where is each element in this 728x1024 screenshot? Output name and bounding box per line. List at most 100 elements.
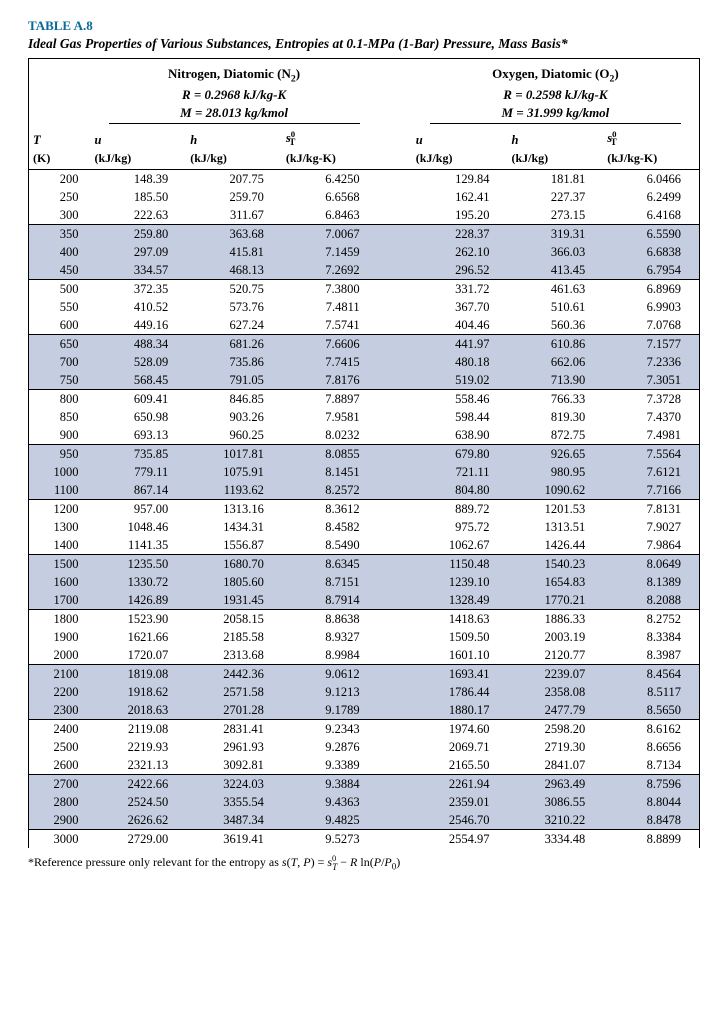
cell-value: 2841.07 [508, 756, 604, 775]
cell-value: 8.4564 [603, 665, 699, 684]
cell-value: 2524.50 [91, 793, 187, 811]
cell-value: 1680.70 [186, 555, 282, 574]
col-s-left: s0T [282, 125, 378, 150]
cell-value: 3210.22 [508, 811, 604, 830]
unit-h-right: (kJ/kg) [508, 150, 604, 170]
cell-value: 779.11 [91, 463, 187, 481]
cell-value: 1062.67 [412, 536, 508, 555]
cell-value: 413.45 [508, 261, 604, 280]
cell-value: 1540.23 [508, 555, 604, 574]
cell-value: 1418.63 [412, 610, 508, 629]
table-row: 21001819.082442.369.06121693.412239.078.… [29, 665, 699, 684]
cell-value: 8.7151 [282, 573, 378, 591]
cell-value: 6.2499 [603, 188, 699, 206]
spacer [378, 445, 412, 464]
cell-value: 162.41 [412, 188, 508, 206]
cell-value: 9.0612 [282, 665, 378, 684]
table-row: 25002219.932961.939.28762069.712719.308.… [29, 738, 699, 756]
gas-left-M: M = 28.013 kg/kmol [180, 105, 288, 120]
spacer [378, 811, 412, 830]
cell-value: 1235.50 [91, 555, 187, 574]
cell-T: 1800 [29, 610, 91, 629]
cell-value: 1426.89 [91, 591, 187, 610]
cell-value: 8.6656 [603, 738, 699, 756]
cell-value: 195.20 [412, 206, 508, 225]
data-body: 200148.39207.756.4250129.84181.816.04662… [29, 170, 699, 849]
table-row: 700528.09735.867.7415480.18662.067.2336 [29, 353, 699, 371]
spacer [378, 701, 412, 720]
cell-value: 7.3800 [282, 280, 378, 299]
cell-value: 7.4811 [282, 298, 378, 316]
cell-value: 681.26 [186, 335, 282, 354]
cell-value: 2701.28 [186, 701, 282, 720]
cell-value: 1201.53 [508, 500, 604, 519]
cell-value: 1434.31 [186, 518, 282, 536]
spacer [378, 536, 412, 555]
cell-T: 700 [29, 353, 91, 371]
cell-T: 2600 [29, 756, 91, 775]
table-row: 26002321.133092.819.33892165.502841.078.… [29, 756, 699, 775]
cell-value: 8.8044 [603, 793, 699, 811]
table-row: 20001720.072313.688.99841601.102120.778.… [29, 646, 699, 665]
cell-value: 960.25 [186, 426, 282, 445]
cell-value: 9.3389 [282, 756, 378, 775]
cell-T: 2300 [29, 701, 91, 720]
cell-value: 1974.60 [412, 720, 508, 739]
cell-value: 181.81 [508, 170, 604, 189]
cell-value: 227.37 [508, 188, 604, 206]
cell-value: 1880.17 [412, 701, 508, 720]
cell-T: 650 [29, 335, 91, 354]
cell-value: 519.02 [412, 371, 508, 390]
col-s-right: s0T [603, 125, 699, 150]
cell-T: 300 [29, 206, 91, 225]
cell-value: 8.6345 [282, 555, 378, 574]
table-row: 800609.41846.857.8897558.46766.337.3728 [29, 390, 699, 409]
cell-value: 2018.63 [91, 701, 187, 720]
cell-value: 7.3051 [603, 371, 699, 390]
cell-T: 2500 [29, 738, 91, 756]
cell-T: 250 [29, 188, 91, 206]
column-symbols-row: T u h s0T u h s0T [29, 125, 699, 150]
table-row: 600449.16627.247.5741404.46560.367.0768 [29, 316, 699, 335]
cell-value: 2219.93 [91, 738, 187, 756]
table-row: 400297.09415.817.1459262.10366.036.6838 [29, 243, 699, 261]
cell-value: 598.44 [412, 408, 508, 426]
cell-value: 1193.62 [186, 481, 282, 500]
cell-value: 311.67 [186, 206, 282, 225]
cell-value: 185.50 [91, 188, 187, 206]
cell-T: 1600 [29, 573, 91, 591]
spacer [378, 756, 412, 775]
cell-value: 415.81 [186, 243, 282, 261]
cell-value: 1770.21 [508, 591, 604, 610]
cell-value: 3086.55 [508, 793, 604, 811]
cell-value: 6.6568 [282, 188, 378, 206]
spacer [378, 335, 412, 354]
cell-value: 889.72 [412, 500, 508, 519]
table-row: 14001141.351556.878.54901062.671426.447.… [29, 536, 699, 555]
cell-value: 2554.97 [412, 830, 508, 849]
cell-value: 8.9327 [282, 628, 378, 646]
spacer [378, 408, 412, 426]
cell-value: 2571.58 [186, 683, 282, 701]
cell-T: 2200 [29, 683, 91, 701]
gas-right-R: R = 0.2598 kJ/kg-K [503, 87, 607, 102]
cell-value: 2961.93 [186, 738, 282, 756]
cell-value: 8.5117 [603, 683, 699, 701]
cell-value: 609.41 [91, 390, 187, 409]
cell-value: 319.31 [508, 225, 604, 244]
table-row: 450334.57468.137.2692296.52413.456.7954 [29, 261, 699, 280]
table-row: 13001048.461434.318.4582975.721313.517.9… [29, 518, 699, 536]
cell-value: 7.4370 [603, 408, 699, 426]
cell-value: 1654.83 [508, 573, 604, 591]
cell-T: 2100 [29, 665, 91, 684]
cell-value: 2598.20 [508, 720, 604, 739]
cell-value: 872.75 [508, 426, 604, 445]
cell-value: 367.70 [412, 298, 508, 316]
cell-value: 2729.00 [91, 830, 187, 849]
spacer [378, 316, 412, 335]
table-row: 1100867.141193.628.2572804.801090.627.71… [29, 481, 699, 500]
spacer [378, 170, 412, 189]
cell-value: 1426.44 [508, 536, 604, 555]
cell-value: 926.65 [508, 445, 604, 464]
cell-value: 650.98 [91, 408, 187, 426]
